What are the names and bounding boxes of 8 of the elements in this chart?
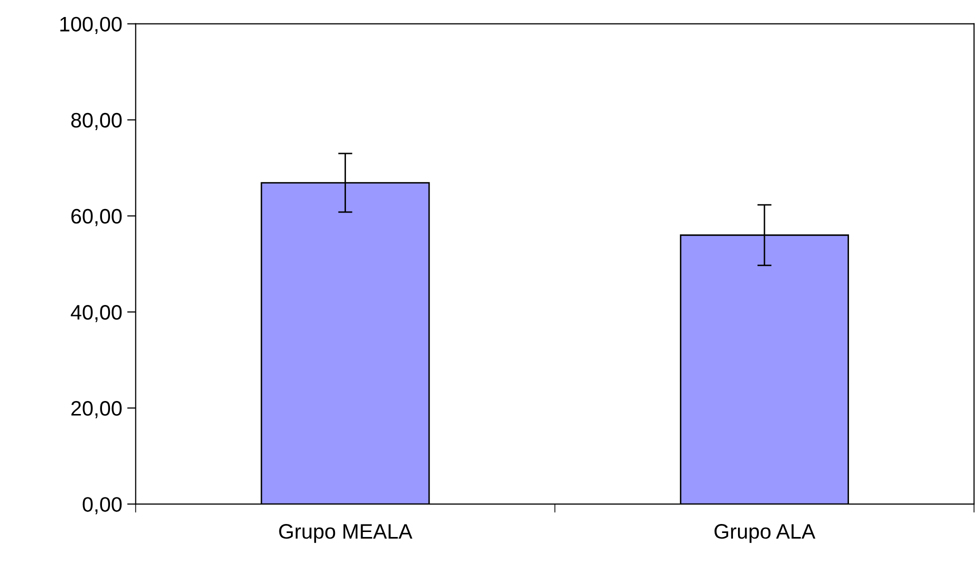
y-tick-label: 100,00 bbox=[60, 16, 122, 34]
x-tick-label: Grupo ALA bbox=[714, 524, 816, 543]
y-tick-label: 0,00 bbox=[82, 497, 122, 514]
y-tick-label: 80,00 bbox=[71, 112, 122, 130]
y-tick-label: 60,00 bbox=[71, 208, 122, 226]
y-tick-label: 20,00 bbox=[71, 401, 122, 418]
x-tick-label: Grupo MEALA bbox=[279, 524, 412, 543]
y-tick-label: 40,00 bbox=[70, 304, 122, 322]
